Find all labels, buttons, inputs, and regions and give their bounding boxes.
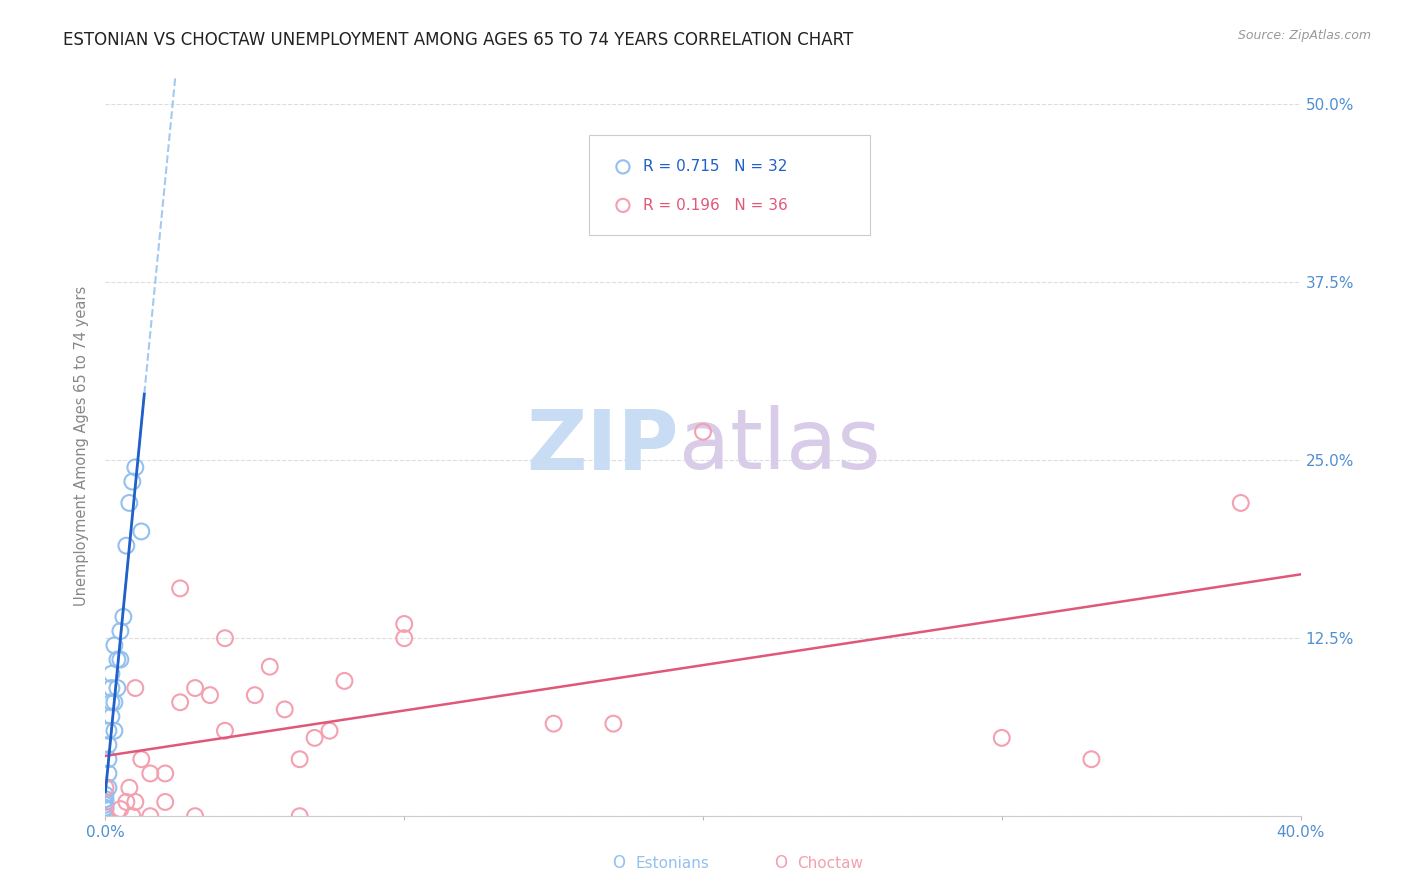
Point [94,800,117,814]
Point [1080,752,1102,766]
Point [94,780,117,795]
Point [94,795,117,809]
Point [184,809,207,823]
Point [94,792,117,806]
Point [118,496,141,510]
Point [110,802,132,816]
Point [1229,496,1253,510]
Point [118,780,141,795]
Point [97,766,120,780]
Point [94,809,117,823]
Point [184,681,207,695]
Point [94,802,117,816]
Point [692,425,714,439]
Point [304,731,326,745]
Point [139,809,162,823]
Point [288,752,311,766]
Point [124,681,146,695]
Point [103,695,125,709]
Point [129,752,153,766]
Point [214,723,236,738]
Point [602,716,624,731]
Point [259,659,281,673]
Text: O: O [773,855,787,872]
Point [94,809,117,823]
Text: Estonians: Estonians [636,856,710,871]
Point [97,723,120,738]
Y-axis label: Unemployment Among Ages 65 to 74 years: Unemployment Among Ages 65 to 74 years [75,285,90,607]
Point [121,809,143,823]
Point [124,795,146,809]
Point [543,716,565,731]
Point [273,702,295,716]
Text: ESTONIAN VS CHOCTAW UNEMPLOYMENT AMONG AGES 65 TO 74 YEARS CORRELATION CHART: ESTONIAN VS CHOCTAW UNEMPLOYMENT AMONG A… [63,31,853,49]
Point [214,631,236,645]
Point [288,809,311,823]
Text: R = 0.196   N = 36: R = 0.196 N = 36 [644,198,787,213]
Text: Choctaw: Choctaw [797,856,863,871]
Point [107,652,129,666]
Point [107,681,129,695]
Point [100,709,122,723]
Point [155,766,177,780]
Point [155,795,177,809]
Point [169,695,191,709]
Point [121,475,143,489]
Point [97,738,120,752]
Text: ZIP: ZIP [527,406,679,486]
Point [103,723,125,738]
Point [333,673,356,688]
Point [100,666,122,681]
Point [169,582,191,596]
Point [115,795,138,809]
Point [94,797,117,812]
Point [112,610,135,624]
Point [97,752,120,766]
Point [94,788,117,802]
Point [94,809,117,823]
Point [110,624,132,639]
Point [990,731,1012,745]
Point [394,631,416,645]
Point [139,766,162,780]
Point [110,652,132,666]
Point [129,524,153,539]
Point [394,617,416,632]
Text: atlas: atlas [679,406,880,486]
Point [94,809,117,823]
Point [100,681,122,695]
Text: Source: ZipAtlas.com: Source: ZipAtlas.com [1237,29,1371,42]
Point [103,638,125,652]
Point [124,460,146,475]
Text: O: O [612,855,626,872]
FancyBboxPatch shape [589,135,870,235]
Point [94,809,117,823]
Point [100,695,122,709]
Point [198,688,221,702]
Point [318,723,340,738]
Point [97,780,120,795]
Point [243,688,266,702]
Point [115,539,138,553]
Text: R = 0.715   N = 32: R = 0.715 N = 32 [644,160,787,174]
